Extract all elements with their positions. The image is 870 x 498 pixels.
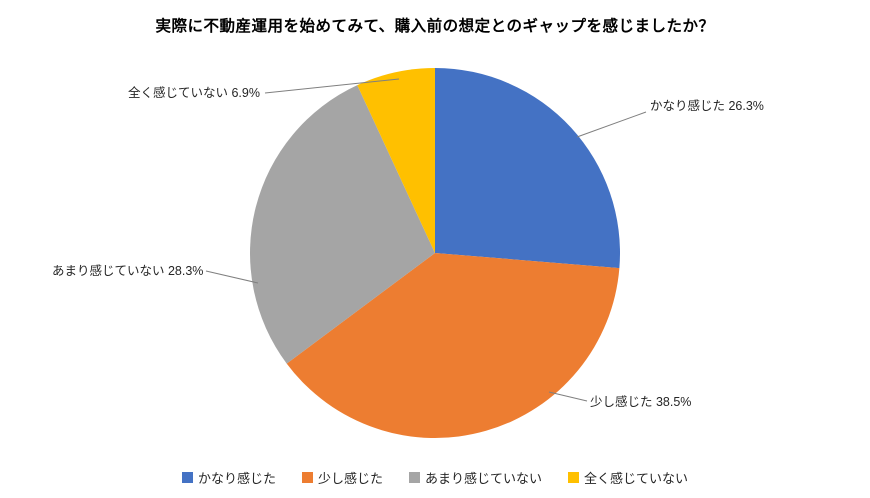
legend-label-amari: あまり感じていない xyxy=(425,471,543,486)
data-label-mattaku: 全く感じていない 6.9% xyxy=(128,86,260,100)
leader-line-mattaku xyxy=(264,78,400,94)
data-label-kanari: かなり感じた 26.3% xyxy=(650,99,764,113)
legend-item-kanari: かなり感じた xyxy=(181,468,276,487)
data-label-amari: あまり感じていない 28.3% xyxy=(52,264,204,278)
legend-swatch-sukoshi xyxy=(301,472,313,483)
legend-swatch-mattaku xyxy=(568,472,580,483)
pie-slice-1 xyxy=(435,68,620,269)
pie-slice-3 xyxy=(250,85,435,364)
legend-label-mattaku: 全く感じていない xyxy=(584,471,689,486)
legend-swatch-kanari xyxy=(181,472,193,483)
leader-line-kanari xyxy=(576,111,647,138)
leader-line-sukoshi xyxy=(548,391,588,402)
chart-title: 実際に不動産運用を始めてみて、購入前の想定とのギャップを感じましたか？ xyxy=(155,18,715,35)
legend-swatch-amari xyxy=(409,472,420,483)
pie-slice-2 xyxy=(286,253,620,438)
pie-slice-4 xyxy=(357,68,435,253)
legend-item-mattaku: 全く感じていない xyxy=(568,468,688,487)
legend-item-sukoshi: 少し感じた xyxy=(301,468,383,487)
legend-item-amari: あまり感じていない xyxy=(409,468,542,487)
leader-line-amari xyxy=(205,270,259,284)
legend-label-sukoshi: 少し感じた xyxy=(317,471,383,486)
data-label-sukoshi: 少し感じた 38.5% xyxy=(590,395,692,409)
chart-legend: かなり感じた 少し感じた あまり感じていない 全く感じていない xyxy=(0,468,870,487)
pie-slices-group xyxy=(250,68,620,438)
legend-label-kanari: かなり感じた xyxy=(197,471,276,486)
